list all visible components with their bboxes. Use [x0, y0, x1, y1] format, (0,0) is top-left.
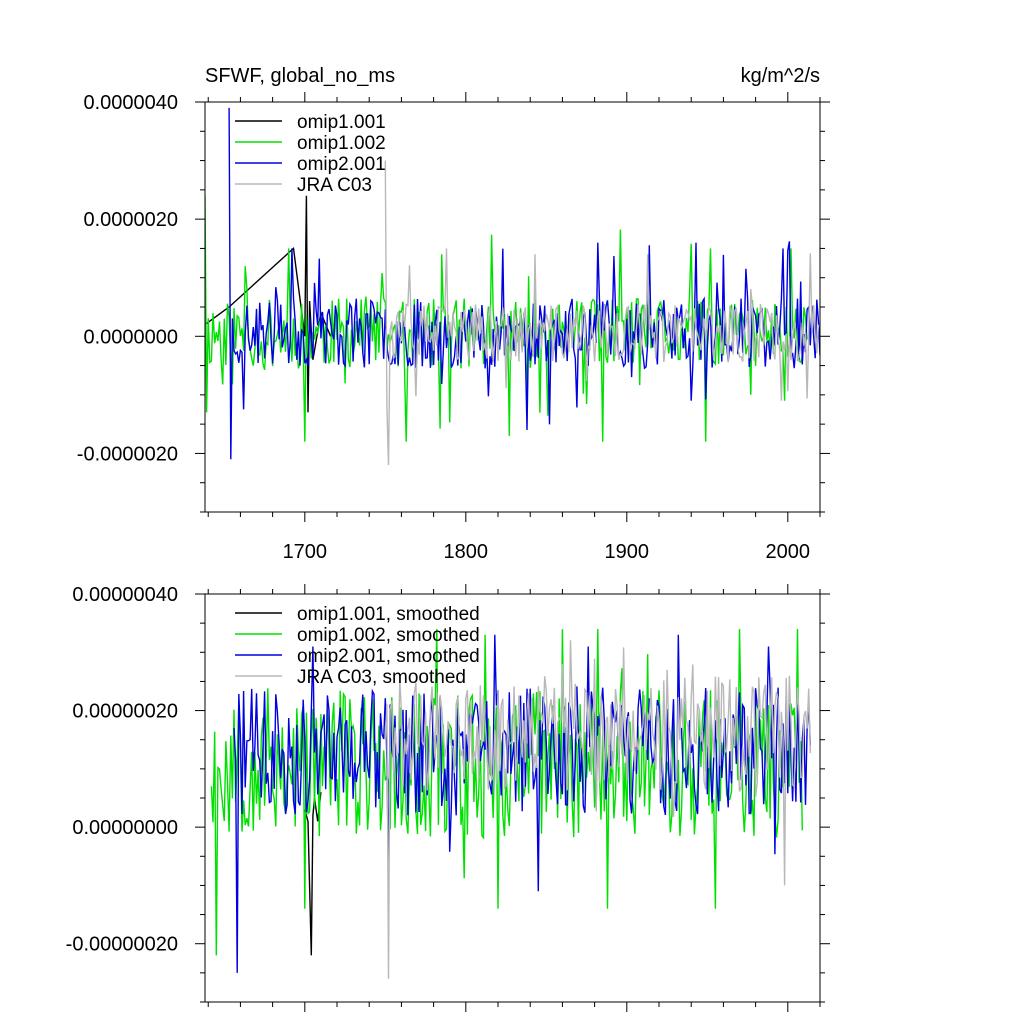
- x-tick-label: 1700: [283, 541, 328, 563]
- series-line-0: [205, 195, 332, 413]
- legend-label: omip1.002: [297, 133, 386, 154]
- series-group: [210, 628, 811, 979]
- y-tick-label: 0.00000000: [72, 817, 178, 839]
- y-tick-label: 0.00000020: [72, 701, 178, 723]
- y-tick-label: 0.0000000: [83, 326, 178, 348]
- chart-title: SFWF, global_no_ms: [205, 65, 395, 87]
- series-group: [205, 107, 820, 466]
- legend-label: omip1.002, smoothed: [297, 625, 480, 646]
- legend-label: omip2.001: [297, 154, 386, 175]
- panel-top: 1700 1800 1900 2000 0.0000040 0.0000020 0.0000…: [77, 65, 830, 563]
- y-tick-label: -0.00000020: [66, 934, 178, 956]
- y-tick-label: -0.0000020: [77, 443, 178, 465]
- x-tick-label: 1800: [444, 541, 489, 563]
- x-tick-label: 2000: [766, 541, 811, 563]
- legend-label: JRA C03, smoothed: [297, 667, 466, 688]
- y-tick-label: 0.0000040: [83, 92, 178, 114]
- y-tick-label: 0.00000040: [72, 584, 178, 606]
- x-tick-label: 1900: [605, 541, 650, 563]
- series-line-2: [228, 107, 820, 460]
- series-line-1: [210, 628, 803, 956]
- series-line-3: [384, 640, 811, 979]
- panel-bottom: 0.00000040 0.00000020 0.00000000 -0.0000002…: [66, 584, 830, 1012]
- legend-label: omip1.001: [297, 112, 386, 133]
- units-label: kg/m^2/s: [741, 65, 820, 87]
- series-line-3: [384, 160, 820, 466]
- series-line-0: [304, 792, 322, 956]
- legend-label: omip2.001, smoothed: [297, 646, 480, 667]
- legend-label: omip1.001, smoothed: [297, 604, 480, 625]
- legend-label: JRA C03: [297, 175, 372, 196]
- y-tick-label: 0.0000020: [83, 209, 178, 231]
